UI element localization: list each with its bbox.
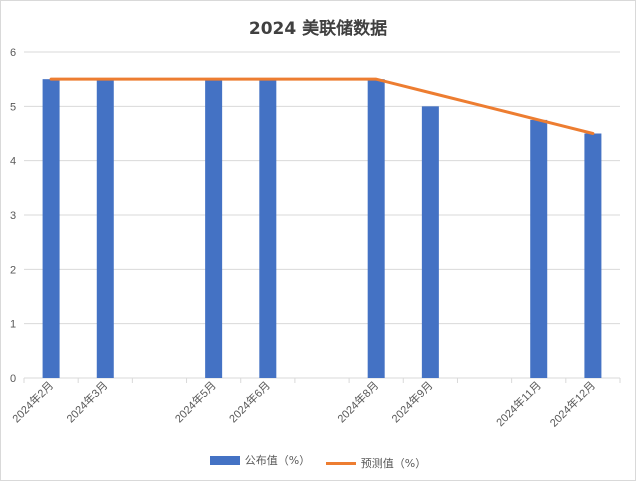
- bar: [205, 79, 223, 379]
- y-tick-label: 3: [10, 210, 16, 222]
- chart-title: 2024 美联储数据: [248, 19, 388, 39]
- y-tick-label: 0: [10, 373, 16, 385]
- x-tick-label: 2024年11月: [493, 378, 544, 429]
- legend-label-forecast: 预测值（%）: [360, 457, 427, 470]
- x-tick-label: 2024年8月: [334, 378, 381, 425]
- x-tick-label: 2024年2月: [9, 378, 56, 425]
- y-tick-label: 6: [10, 47, 16, 59]
- legend-item-forecast: 预测值（%）: [325, 455, 427, 471]
- bar: [530, 119, 548, 379]
- legend-swatch-line: [325, 461, 356, 465]
- bar: [584, 133, 602, 378]
- x-tick-label: 2024年6月: [226, 378, 273, 425]
- bar: [42, 79, 60, 379]
- x-tick-label: 2024年9月: [388, 378, 435, 425]
- y-tick-label: 4: [10, 156, 16, 168]
- x-tick-label: 2024年3月: [63, 378, 110, 425]
- legend: 公布值（%） 预测值（%）: [0, 452, 636, 471]
- x-tick-label: 2024年5月: [172, 378, 219, 425]
- bar: [259, 79, 277, 379]
- y-tick-label: 5: [10, 101, 16, 113]
- y-tick-label: 2: [10, 264, 16, 276]
- bar: [421, 106, 439, 378]
- bar: [367, 79, 385, 379]
- legend-swatch-bar: [209, 455, 240, 465]
- x-tick-label: 2024年12月: [547, 378, 598, 429]
- legend-item-published: 公布值（%）: [209, 452, 311, 468]
- legend-label-published: 公布值（%）: [244, 454, 311, 467]
- y-tick-label: 1: [10, 319, 16, 331]
- series-line: [49, 77, 595, 135]
- bar: [96, 79, 114, 379]
